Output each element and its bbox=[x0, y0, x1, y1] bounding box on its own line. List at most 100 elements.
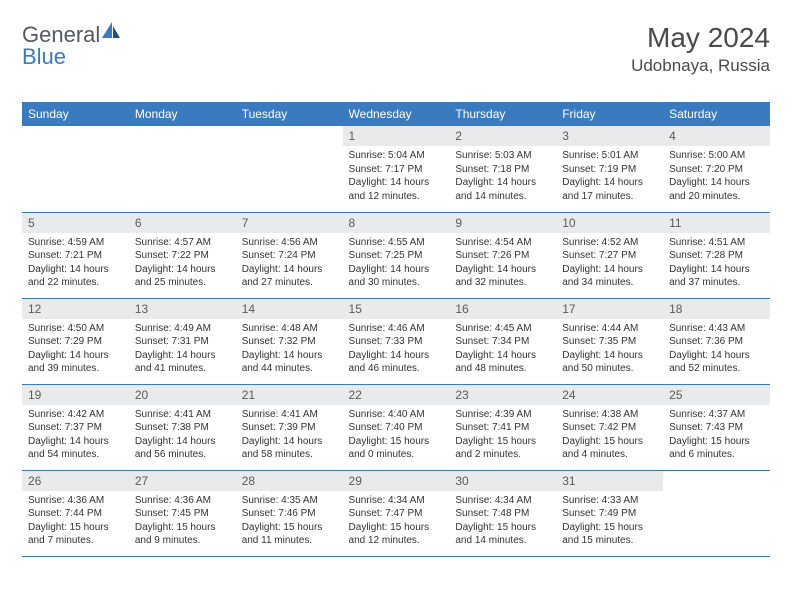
day-details: Sunrise: 4:35 AMSunset: 7:46 PMDaylight:… bbox=[236, 491, 343, 553]
day-number: 2 bbox=[449, 126, 556, 146]
calendar-row: 5Sunrise: 4:59 AMSunset: 7:21 PMDaylight… bbox=[22, 212, 770, 298]
calendar-cell: 1Sunrise: 5:04 AMSunset: 7:17 PMDaylight… bbox=[343, 126, 450, 212]
calendar-row: 1Sunrise: 5:04 AMSunset: 7:17 PMDaylight… bbox=[22, 126, 770, 212]
day-details: Sunrise: 4:33 AMSunset: 7:49 PMDaylight:… bbox=[556, 491, 663, 553]
day-number: 13 bbox=[129, 299, 236, 319]
calendar-cell: 14Sunrise: 4:48 AMSunset: 7:32 PMDayligh… bbox=[236, 298, 343, 384]
day-number: 12 bbox=[22, 299, 129, 319]
day-details: Sunrise: 4:51 AMSunset: 7:28 PMDaylight:… bbox=[663, 233, 770, 295]
calendar-cell: 26Sunrise: 4:36 AMSunset: 7:44 PMDayligh… bbox=[22, 470, 129, 556]
day-number: 1 bbox=[343, 126, 450, 146]
day-number: 10 bbox=[556, 213, 663, 233]
day-number: 3 bbox=[556, 126, 663, 146]
day-details: Sunrise: 4:59 AMSunset: 7:21 PMDaylight:… bbox=[22, 233, 129, 295]
day-details: Sunrise: 4:49 AMSunset: 7:31 PMDaylight:… bbox=[129, 319, 236, 381]
calendar-cell: 29Sunrise: 4:34 AMSunset: 7:47 PMDayligh… bbox=[343, 470, 450, 556]
day-details: Sunrise: 5:00 AMSunset: 7:20 PMDaylight:… bbox=[663, 146, 770, 208]
day-number: 8 bbox=[343, 213, 450, 233]
day-number: 28 bbox=[236, 471, 343, 491]
day-number: 22 bbox=[343, 385, 450, 405]
calendar-cell: 3Sunrise: 5:01 AMSunset: 7:19 PMDaylight… bbox=[556, 126, 663, 212]
day-details: Sunrise: 4:45 AMSunset: 7:34 PMDaylight:… bbox=[449, 319, 556, 381]
calendar-cell bbox=[129, 126, 236, 212]
day-number: 30 bbox=[449, 471, 556, 491]
day-details: Sunrise: 4:43 AMSunset: 7:36 PMDaylight:… bbox=[663, 319, 770, 381]
day-number: 16 bbox=[449, 299, 556, 319]
weekday-header: Friday bbox=[556, 102, 663, 126]
calendar-cell: 28Sunrise: 4:35 AMSunset: 7:46 PMDayligh… bbox=[236, 470, 343, 556]
day-number: 26 bbox=[22, 471, 129, 491]
calendar-cell: 16Sunrise: 4:45 AMSunset: 7:34 PMDayligh… bbox=[449, 298, 556, 384]
calendar-cell: 21Sunrise: 4:41 AMSunset: 7:39 PMDayligh… bbox=[236, 384, 343, 470]
calendar-cell: 9Sunrise: 4:54 AMSunset: 7:26 PMDaylight… bbox=[449, 212, 556, 298]
day-details: Sunrise: 4:40 AMSunset: 7:40 PMDaylight:… bbox=[343, 405, 450, 467]
day-details: Sunrise: 4:44 AMSunset: 7:35 PMDaylight:… bbox=[556, 319, 663, 381]
day-number: 5 bbox=[22, 213, 129, 233]
day-number: 24 bbox=[556, 385, 663, 405]
calendar-cell bbox=[236, 126, 343, 212]
day-number: 4 bbox=[663, 126, 770, 146]
day-details: Sunrise: 4:37 AMSunset: 7:43 PMDaylight:… bbox=[663, 405, 770, 467]
calendar-cell: 13Sunrise: 4:49 AMSunset: 7:31 PMDayligh… bbox=[129, 298, 236, 384]
header: General May 2024 Udobnaya, Russia bbox=[22, 22, 770, 76]
weekday-header: Sunday bbox=[22, 102, 129, 126]
day-number: 15 bbox=[343, 299, 450, 319]
location: Udobnaya, Russia bbox=[631, 56, 770, 76]
calendar-cell: 20Sunrise: 4:41 AMSunset: 7:38 PMDayligh… bbox=[129, 384, 236, 470]
calendar-cell bbox=[22, 126, 129, 212]
title-block: May 2024 Udobnaya, Russia bbox=[631, 22, 770, 76]
day-number: 20 bbox=[129, 385, 236, 405]
day-details: Sunrise: 4:36 AMSunset: 7:45 PMDaylight:… bbox=[129, 491, 236, 553]
logo-text-blue-wrap: Blue bbox=[22, 44, 66, 70]
day-number: 23 bbox=[449, 385, 556, 405]
day-details: Sunrise: 4:48 AMSunset: 7:32 PMDaylight:… bbox=[236, 319, 343, 381]
sail-icon bbox=[100, 20, 122, 45]
day-details: Sunrise: 4:57 AMSunset: 7:22 PMDaylight:… bbox=[129, 233, 236, 295]
day-details: Sunrise: 4:54 AMSunset: 7:26 PMDaylight:… bbox=[449, 233, 556, 295]
calendar-cell: 2Sunrise: 5:03 AMSunset: 7:18 PMDaylight… bbox=[449, 126, 556, 212]
calendar-cell: 22Sunrise: 4:40 AMSunset: 7:40 PMDayligh… bbox=[343, 384, 450, 470]
day-details: Sunrise: 4:41 AMSunset: 7:38 PMDaylight:… bbox=[129, 405, 236, 467]
day-details: Sunrise: 4:52 AMSunset: 7:27 PMDaylight:… bbox=[556, 233, 663, 295]
day-details: Sunrise: 4:56 AMSunset: 7:24 PMDaylight:… bbox=[236, 233, 343, 295]
day-details: Sunrise: 5:04 AMSunset: 7:17 PMDaylight:… bbox=[343, 146, 450, 208]
day-details: Sunrise: 4:42 AMSunset: 7:37 PMDaylight:… bbox=[22, 405, 129, 467]
weekday-header: Tuesday bbox=[236, 102, 343, 126]
calendar-cell: 18Sunrise: 4:43 AMSunset: 7:36 PMDayligh… bbox=[663, 298, 770, 384]
calendar-cell: 19Sunrise: 4:42 AMSunset: 7:37 PMDayligh… bbox=[22, 384, 129, 470]
day-number: 29 bbox=[343, 471, 450, 491]
calendar-row: 26Sunrise: 4:36 AMSunset: 7:44 PMDayligh… bbox=[22, 470, 770, 556]
day-number: 25 bbox=[663, 385, 770, 405]
calendar-cell bbox=[663, 470, 770, 556]
day-number: 7 bbox=[236, 213, 343, 233]
calendar-cell: 7Sunrise: 4:56 AMSunset: 7:24 PMDaylight… bbox=[236, 212, 343, 298]
logo-text-blue: Blue bbox=[22, 44, 66, 69]
day-number: 31 bbox=[556, 471, 663, 491]
day-details: Sunrise: 4:38 AMSunset: 7:42 PMDaylight:… bbox=[556, 405, 663, 467]
calendar-cell: 12Sunrise: 4:50 AMSunset: 7:29 PMDayligh… bbox=[22, 298, 129, 384]
calendar-cell: 4Sunrise: 5:00 AMSunset: 7:20 PMDaylight… bbox=[663, 126, 770, 212]
day-number: 19 bbox=[22, 385, 129, 405]
weekday-header: Wednesday bbox=[343, 102, 450, 126]
day-number: 11 bbox=[663, 213, 770, 233]
day-details: Sunrise: 4:46 AMSunset: 7:33 PMDaylight:… bbox=[343, 319, 450, 381]
weekday-header-row: Sunday Monday Tuesday Wednesday Thursday… bbox=[22, 102, 770, 126]
day-details: Sunrise: 4:41 AMSunset: 7:39 PMDaylight:… bbox=[236, 405, 343, 467]
calendar-row: 19Sunrise: 4:42 AMSunset: 7:37 PMDayligh… bbox=[22, 384, 770, 470]
day-number: 18 bbox=[663, 299, 770, 319]
day-number: 27 bbox=[129, 471, 236, 491]
calendar-row: 12Sunrise: 4:50 AMSunset: 7:29 PMDayligh… bbox=[22, 298, 770, 384]
weekday-header: Thursday bbox=[449, 102, 556, 126]
calendar-cell: 24Sunrise: 4:38 AMSunset: 7:42 PMDayligh… bbox=[556, 384, 663, 470]
day-details: Sunrise: 4:55 AMSunset: 7:25 PMDaylight:… bbox=[343, 233, 450, 295]
calendar-cell: 15Sunrise: 4:46 AMSunset: 7:33 PMDayligh… bbox=[343, 298, 450, 384]
weekday-header: Monday bbox=[129, 102, 236, 126]
day-details: Sunrise: 4:34 AMSunset: 7:48 PMDaylight:… bbox=[449, 491, 556, 553]
calendar-cell: 31Sunrise: 4:33 AMSunset: 7:49 PMDayligh… bbox=[556, 470, 663, 556]
calendar-cell: 6Sunrise: 4:57 AMSunset: 7:22 PMDaylight… bbox=[129, 212, 236, 298]
calendar-cell: 27Sunrise: 4:36 AMSunset: 7:45 PMDayligh… bbox=[129, 470, 236, 556]
day-number: 9 bbox=[449, 213, 556, 233]
day-number: 21 bbox=[236, 385, 343, 405]
calendar-cell: 10Sunrise: 4:52 AMSunset: 7:27 PMDayligh… bbox=[556, 212, 663, 298]
weekday-header: Saturday bbox=[663, 102, 770, 126]
